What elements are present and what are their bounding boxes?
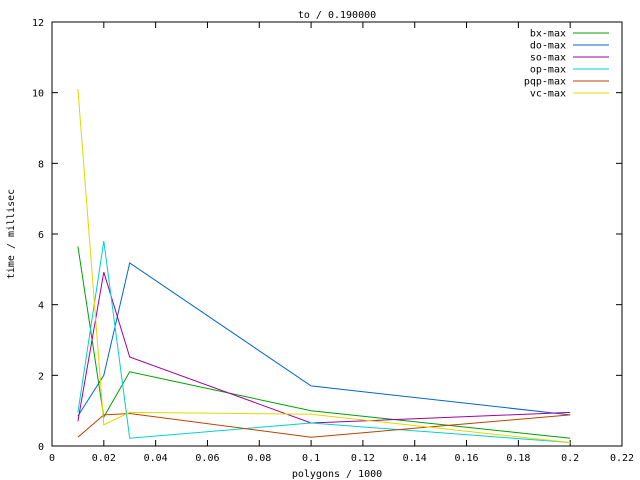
legend-label-op-max: op-max [530, 65, 566, 76]
series-line-bx-max [77, 246, 571, 439]
y-tick-label: 2 [38, 371, 44, 382]
x-tick-label: 0.02 [92, 453, 116, 464]
x-tick-label: 0.12 [351, 453, 375, 464]
x-axis-label: polygons / 1000 [292, 469, 382, 480]
x-tick-label: 0.18 [506, 453, 530, 464]
series-lines [77, 89, 571, 443]
x-tick-label: 0 [49, 453, 55, 464]
legend-label-do-max: do-max [530, 41, 566, 52]
x-tick-label: 0.2 [561, 453, 579, 464]
legend-label-bx-max: bx-max [530, 29, 566, 40]
y-tick-label: 10 [32, 89, 44, 100]
legend-label-so-max: so-max [530, 53, 566, 64]
x-tick-label: 0.22 [610, 453, 634, 464]
y-axis-label: time / millisec [6, 189, 17, 279]
y-tick-label: 0 [38, 442, 44, 453]
x-tick-label: 0.04 [144, 453, 168, 464]
legend-label-vc-max: vc-max [530, 89, 566, 100]
y-tick-label: 8 [38, 159, 44, 170]
y-tick-label: 12 [32, 18, 44, 29]
x-tick-label: 0.14 [403, 453, 427, 464]
legend-label-pqp-max: pqp-max [524, 77, 566, 88]
series-line-vc-max [77, 89, 571, 443]
x-tick-label: 0.06 [195, 453, 219, 464]
x-tick-label: 0.08 [247, 453, 271, 464]
y-tick-label: 4 [38, 301, 44, 312]
y-tick-label: 6 [38, 230, 44, 241]
series-line-pqp-max [77, 412, 571, 438]
series-line-do-max [77, 262, 571, 417]
y-axis-ticks: 0 2 4 6 8 10 12 [32, 18, 622, 453]
x-tick-label: 0.16 [454, 453, 478, 464]
series-line-so-max [77, 272, 571, 424]
x-axis-ticks: 0 0.02 0.04 0.06 0.08 0.1 0.12 0.14 0.16 0.18 0.2 0… [49, 22, 634, 464]
x-tick-label: 0.1 [302, 453, 320, 464]
chart-title: to / 0.190000 [298, 10, 376, 21]
